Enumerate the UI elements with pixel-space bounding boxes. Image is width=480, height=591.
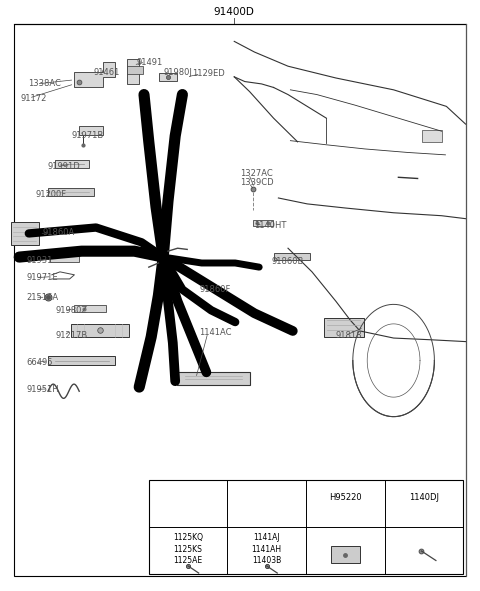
- Polygon shape: [79, 126, 103, 135]
- Bar: [331, 546, 360, 563]
- Text: 91931: 91931: [26, 256, 53, 265]
- Polygon shape: [74, 62, 115, 87]
- Text: 91818: 91818: [336, 331, 362, 340]
- Text: 91491: 91491: [137, 57, 163, 67]
- Text: 1140DJ: 1140DJ: [409, 493, 439, 502]
- Polygon shape: [253, 220, 273, 226]
- Text: 91200F: 91200F: [36, 190, 67, 199]
- Text: 91400D: 91400D: [214, 7, 255, 17]
- Text: 1140HT: 1140HT: [254, 221, 287, 230]
- Text: 91217B: 91217B: [55, 331, 87, 340]
- Text: 1327AC: 1327AC: [240, 169, 273, 178]
- Text: 91951H: 91951H: [26, 385, 59, 394]
- Text: 91860A: 91860A: [42, 228, 74, 238]
- Text: 91980J: 91980J: [163, 67, 192, 77]
- Text: 91971E: 91971E: [26, 273, 58, 282]
- Polygon shape: [127, 59, 139, 84]
- Polygon shape: [71, 324, 129, 337]
- Polygon shape: [324, 318, 364, 337]
- Polygon shape: [127, 66, 143, 74]
- Bar: [149, 480, 463, 574]
- Polygon shape: [55, 160, 89, 168]
- Text: 1339CD: 1339CD: [240, 178, 274, 187]
- Polygon shape: [11, 222, 39, 245]
- Text: 1141AC: 1141AC: [199, 328, 232, 337]
- Text: 66495: 66495: [26, 358, 53, 368]
- Polygon shape: [74, 305, 106, 312]
- Text: 91980Z: 91980Z: [55, 306, 87, 316]
- Text: 91860F: 91860F: [200, 285, 231, 294]
- Text: H95220: H95220: [329, 493, 361, 502]
- Text: 21516A: 21516A: [26, 293, 59, 302]
- Polygon shape: [48, 188, 94, 196]
- Text: 91991D: 91991D: [48, 162, 81, 171]
- Text: 91971B: 91971B: [71, 131, 103, 140]
- Polygon shape: [274, 253, 310, 260]
- Text: 91461: 91461: [94, 67, 120, 77]
- Polygon shape: [177, 372, 250, 385]
- Polygon shape: [48, 356, 115, 365]
- Polygon shape: [159, 73, 177, 81]
- Text: 1141AJ
1141AH
11403B: 1141AJ 1141AH 11403B: [252, 533, 282, 566]
- Text: 1129ED: 1129ED: [192, 69, 225, 79]
- Text: 91172: 91172: [20, 93, 47, 103]
- Text: 1338AC: 1338AC: [28, 79, 60, 89]
- Polygon shape: [50, 255, 79, 262]
- Text: 1125KQ
1125KS
1125AE: 1125KQ 1125KS 1125AE: [173, 533, 203, 566]
- Text: 91860B: 91860B: [271, 256, 303, 266]
- Polygon shape: [422, 130, 442, 142]
